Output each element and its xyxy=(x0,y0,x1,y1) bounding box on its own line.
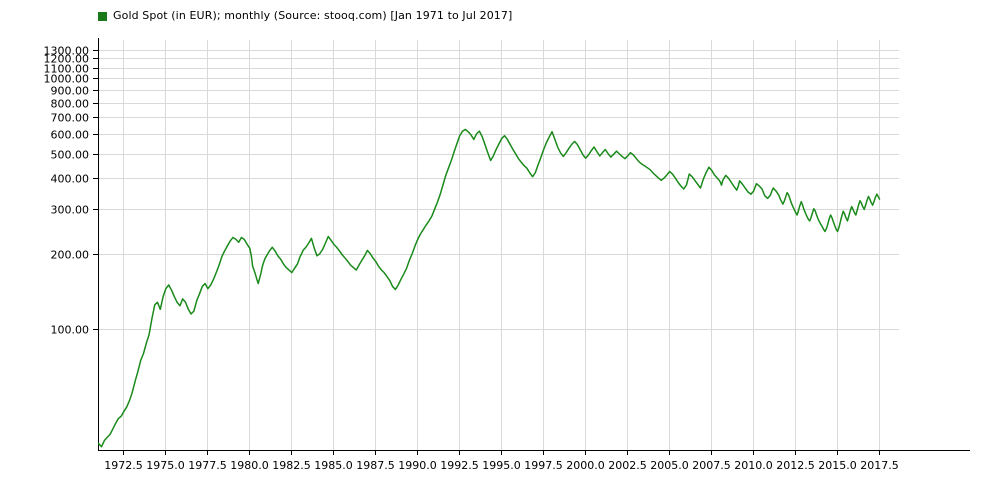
y-axis-tick-label: 1200.00 xyxy=(44,53,90,66)
data-series-line xyxy=(97,128,881,448)
x-axis-tick-label: 2007.5 xyxy=(692,459,731,472)
y-axis-tick-label: 800.00 xyxy=(51,98,90,111)
y-axis-tick-label: 700.00 xyxy=(51,112,90,125)
y-axis-tick-label: 1100.00 xyxy=(44,63,90,76)
x-axis-tick-label: 2000.0 xyxy=(566,459,605,472)
x-axis-tick-label: 1992.5 xyxy=(440,459,479,472)
x-axis-tick-label: 2017.5 xyxy=(860,459,899,472)
x-axis-tick-label: 1985.0 xyxy=(314,459,353,472)
x-axis-tick-label: 1990.0 xyxy=(398,459,437,472)
y-axis-tick-label: 100.00 xyxy=(51,324,90,337)
x-axis-tick-label: 2010.0 xyxy=(734,459,773,472)
legend-color-swatch-icon xyxy=(98,11,107,21)
y-axis-ticks: 100.00 200.00 300.00 400.00 500.00 600.00 700.… xyxy=(44,45,98,337)
x-axis-tick-label: 1987.5 xyxy=(356,459,395,472)
x-axis-tick-label: 1972.5 xyxy=(104,459,143,472)
y-axis-tick-label: 1300.00 xyxy=(44,45,90,58)
x-axis-tick-label: 2012.5 xyxy=(776,459,815,472)
x-axis-tick-label: 1977.5 xyxy=(188,459,227,472)
x-axis-tick-label: 1980.0 xyxy=(230,459,269,472)
x-axis-tick-label: 1997.5 xyxy=(524,459,563,472)
chart-legend: Gold Spot (in EUR); monthly (Source: sto… xyxy=(98,8,512,24)
y-axis-tick-label: 1000.00 xyxy=(44,73,90,86)
x-axis-ticks: 1972.5 1975.0 1977.5 1980.0 1982.5 1985.0 1987… xyxy=(104,450,899,472)
x-axis-tick-label: 1975.0 xyxy=(146,459,185,472)
y-axis-tick-label: 400.00 xyxy=(51,173,90,186)
y-axis-tick-label: 300.00 xyxy=(51,204,90,217)
x-axis-tick-label: 1995.0 xyxy=(482,459,521,472)
y-axis-tick-label: 200.00 xyxy=(51,249,90,262)
legend-label: Gold Spot (in EUR); monthly (Source: sto… xyxy=(113,9,513,22)
x-axis-tick-label: 2002.5 xyxy=(608,459,647,472)
gridlines xyxy=(98,40,899,450)
x-axis-tick-label: 2015.0 xyxy=(818,459,857,472)
x-axis-tick-label: 1982.5 xyxy=(272,459,311,472)
y-axis-tick-label: 900.00 xyxy=(51,85,90,98)
y-axis-tick-label: 600.00 xyxy=(51,129,90,142)
y-axis-tick-label: 500.00 xyxy=(51,149,90,162)
x-axis-tick-label: 2005.0 xyxy=(650,459,689,472)
